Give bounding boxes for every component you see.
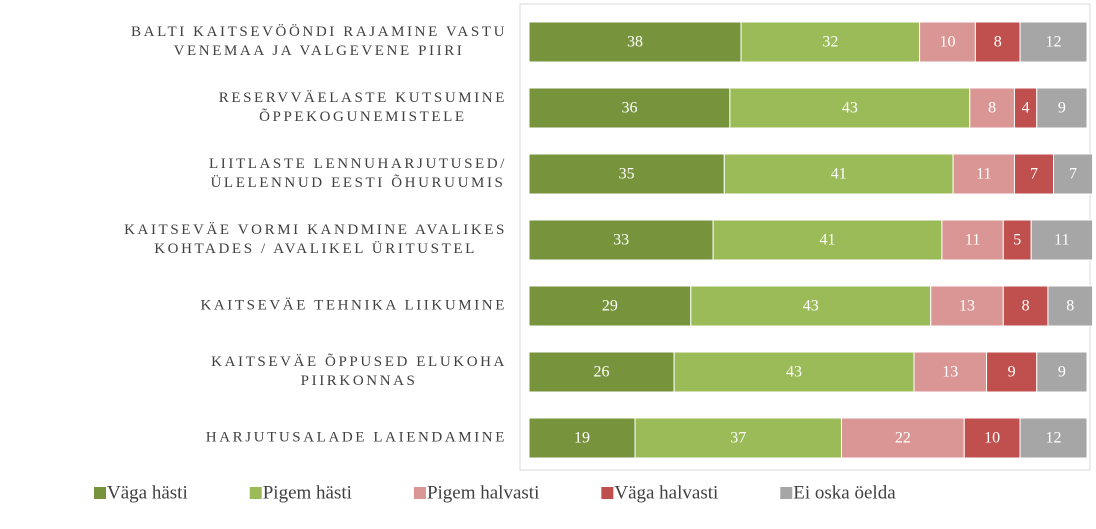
legend-swatch [413, 487, 426, 499]
legend-label: Ei oska öelda [793, 482, 896, 503]
legend-swatch [249, 487, 262, 499]
legend-swatch [94, 487, 106, 499]
bar-segment [528, 219, 714, 261]
bar-segment [913, 351, 988, 393]
category-line: KAITSEVÄE TEHNIKA LIIKUMINE [200, 296, 507, 313]
category-label: RESERVVÄELASTE KUTSUMINE ÕPPEKOGUNEMISTEL… [219, 89, 507, 125]
legend-swatch [601, 487, 614, 499]
category-line: KAITSEVÄE VORMI KANDMINE AVALIKES [124, 221, 507, 238]
value-label: 12 [1046, 430, 1062, 447]
value-label: 29 [602, 298, 618, 315]
bar-segment [528, 285, 692, 327]
value-label: 13 [959, 298, 975, 315]
bar-segment [952, 153, 1015, 195]
value-label: 43 [842, 100, 858, 117]
value-label: 4 [1022, 100, 1030, 117]
bar-segment [673, 351, 915, 393]
bar-segment [1047, 285, 1094, 327]
value-label: 8 [1066, 298, 1074, 315]
legend-label: Pigem hästi [263, 482, 352, 503]
value-label: 22 [895, 430, 911, 447]
bar-segment [1019, 21, 1088, 63]
category-line: ÕPPEKOGUNEMISTELE [259, 108, 467, 125]
value-label: 41 [820, 232, 836, 249]
value-label: 11 [1054, 232, 1069, 249]
category-line: RESERVVÄELASTE KUTSUMINE [219, 89, 507, 106]
category-label: KAITSEVÄE TEHNIKA LIIKUMINE [200, 296, 507, 313]
bar-segment [1036, 351, 1088, 393]
value-label: 36 [621, 100, 637, 117]
bar-segment [963, 417, 1021, 459]
bar-segment [690, 285, 932, 327]
value-label: 9 [1058, 100, 1066, 117]
value-label: 7 [1030, 166, 1038, 183]
bar-segment [1053, 153, 1094, 195]
legend-label: Väga halvasti [614, 482, 718, 503]
value-label: 13 [942, 364, 958, 381]
category-label: LIITLASTE LENNUHARJUTUSED/ÜLELENNUD EEST… [209, 156, 507, 191]
category-line: KOHTADES / AVALIKEL ÜRITUSTEL [154, 240, 477, 257]
value-label: 12 [1046, 34, 1062, 51]
value-label: 38 [627, 34, 643, 51]
value-label: 43 [786, 364, 802, 381]
bar-segment [941, 219, 1004, 261]
bar-segment [528, 417, 636, 459]
category-line: HARJUTUSALADE LAIENDAMINE [206, 429, 507, 445]
bar-segment [986, 351, 1038, 393]
value-label: 10 [940, 34, 956, 51]
category-line: PIIRKONNAS [301, 373, 418, 389]
value-label: 7 [1069, 166, 1077, 183]
value-label: 11 [976, 166, 991, 183]
category-label: BALTI KAITSEVÖÖNDI RAJAMINE VASTU VENEMAA… [131, 23, 507, 59]
value-label: 37 [730, 430, 746, 447]
value-label: 8 [1022, 298, 1030, 315]
category-line: VENEMAA JA VALGEVENE PIIRI [174, 43, 465, 59]
legend-label: Väga hästi [107, 482, 188, 503]
category-line: ÜLELENNUD EESTI ÕHURUUMIS [211, 174, 506, 191]
value-label: 41 [831, 166, 847, 183]
bar-segment [528, 87, 731, 129]
value-label: 8 [988, 100, 996, 117]
bar-segment [528, 21, 742, 63]
category-label: KAITSEVÄE ÕPPUSED ELUKOHA PIIRKONNAS [211, 353, 507, 389]
legend-label: Pigem halvasti [427, 482, 539, 503]
bar-segment [974, 21, 1021, 63]
category-line: LIITLASTE LENNUHARJUTUSED/ [209, 156, 507, 172]
bar-segment [1002, 219, 1032, 261]
bar-segment [1030, 219, 1094, 261]
value-label: 19 [574, 430, 590, 447]
value-label: 32 [822, 34, 838, 51]
bar-segment [930, 285, 1004, 327]
value-label: 26 [594, 364, 610, 381]
category-label: KAITSEVÄE VORMI KANDMINE AVALIKES KOHTADE… [124, 221, 507, 257]
bar-segment [712, 219, 943, 261]
value-label: 9 [1058, 364, 1066, 381]
value-label: 8 [994, 34, 1002, 51]
legend-swatch [780, 487, 793, 499]
bar-segment [729, 87, 971, 129]
bar-segment [1036, 87, 1088, 129]
value-label: 43 [803, 298, 819, 315]
value-label: 10 [984, 430, 1000, 447]
bar-segment [969, 87, 1015, 129]
category-label: HARJUTUSALADE LAIENDAMINE [206, 429, 507, 445]
value-label: 9 [1008, 364, 1016, 381]
category-line: KAITSEVÄE ÕPPUSED ELUKOHA [211, 353, 507, 370]
bar-segment [740, 21, 921, 63]
category-line: BALTI KAITSEVÖÖNDI RAJAMINE VASTU [131, 23, 507, 40]
value-label: 35 [619, 166, 635, 183]
value-label: 11 [965, 232, 980, 249]
bar-segment [1013, 153, 1055, 195]
value-label: 33 [613, 232, 629, 249]
value-label: 5 [1013, 232, 1021, 249]
bar-segment [1019, 417, 1088, 459]
bar-segment [723, 153, 954, 195]
